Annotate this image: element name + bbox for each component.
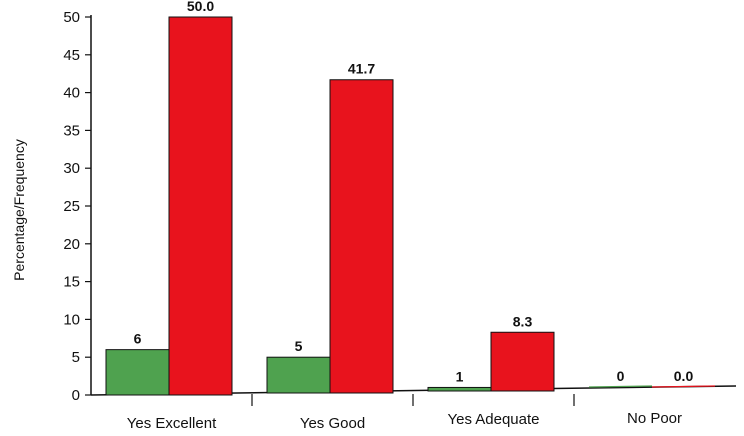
- y-tick-label: 5: [72, 349, 80, 366]
- y-tick-label: 35: [63, 122, 80, 139]
- data-label: 0.0: [674, 368, 694, 384]
- x-tick-label: Yes Adequate: [447, 411, 539, 428]
- data-label: 41.7: [348, 61, 375, 77]
- x-tick-label: Yes Good: [300, 415, 365, 432]
- bars: [105, 16, 716, 396]
- bar: [168, 16, 233, 396]
- y-axis-title: Percentage/Frequency: [11, 139, 27, 281]
- data-label: 0: [617, 368, 625, 384]
- y-tick-label: 15: [63, 274, 80, 291]
- bar: [329, 79, 394, 394]
- y-tick-label: 10: [63, 311, 80, 328]
- bar: [490, 331, 555, 392]
- data-label: 6: [134, 331, 142, 347]
- y-axis: 0 5 10 15 20 25 30 35 40 45 50: [63, 9, 92, 404]
- data-label: 5: [295, 338, 303, 354]
- value-labels: 6 50.0 5 41.7 1 8.3 0 0.0: [134, 0, 694, 384]
- x-tick-label: Yes Excellent: [127, 415, 217, 432]
- x-tick-label: No Poor: [627, 410, 682, 427]
- bar: [588, 385, 653, 388]
- data-label: 50.0: [187, 0, 214, 14]
- y-tick-label: 25: [63, 198, 80, 215]
- bar: [266, 356, 331, 394]
- data-label: 8.3: [513, 313, 533, 329]
- bar: [105, 349, 170, 396]
- x-axis: Yes Excellent Yes Good Yes Adequate No Poor: [90, 385, 737, 432]
- y-tick-label: 40: [63, 85, 80, 102]
- bar: [651, 385, 716, 388]
- bar: [427, 386, 492, 392]
- y-tick-label: 50: [63, 9, 80, 26]
- y-tick-label: 30: [63, 160, 80, 177]
- y-tick-label: 45: [63, 47, 80, 64]
- y-tick-label: 0: [72, 387, 80, 404]
- data-label: 1: [456, 368, 464, 384]
- y-tick-label: 20: [63, 236, 80, 253]
